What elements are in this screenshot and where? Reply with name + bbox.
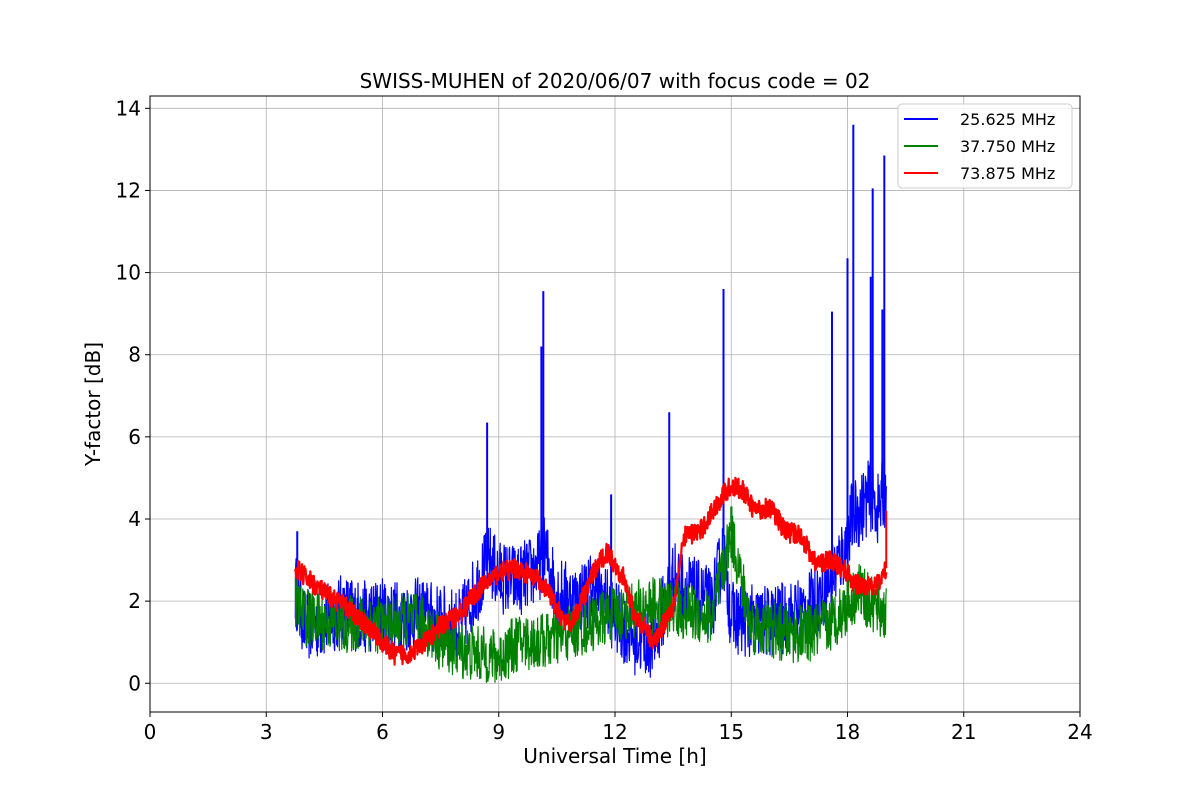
x-tick-label: 3 bbox=[260, 720, 273, 744]
x-tick-label: 24 bbox=[1067, 720, 1092, 744]
y-tick-label: 0 bbox=[128, 671, 141, 695]
legend-box bbox=[897, 103, 1073, 189]
y-ticks: 0 2 4 6 8 10 12 14 bbox=[116, 96, 150, 695]
legend-label: 73.875 MHz bbox=[960, 164, 1055, 183]
legend: 25.625 MHz 37.750 MHz 73.875 MHz bbox=[897, 103, 1073, 189]
y-tick-label: 8 bbox=[128, 343, 141, 367]
x-tick-label: 12 bbox=[602, 720, 627, 744]
y-tick-label: 4 bbox=[128, 507, 141, 531]
series-line bbox=[294, 506, 887, 683]
legend-label: 25.625 MHz bbox=[960, 110, 1055, 129]
y-tick-label: 6 bbox=[128, 425, 141, 449]
y-tick-label: 2 bbox=[128, 589, 141, 613]
series-layer bbox=[294, 124, 888, 683]
x-ticks: 0 3 6 9 12 15 18 21 24 bbox=[144, 712, 1093, 744]
chart-title: SWISS-MUHEN of 2020/06/07 with focus cod… bbox=[360, 69, 871, 93]
legend-label: 37.750 MHz bbox=[960, 137, 1055, 156]
y-tick-label: 12 bbox=[116, 178, 141, 202]
x-tick-label: 18 bbox=[835, 720, 860, 744]
y-axis-label: Y-factor [dB] bbox=[81, 342, 105, 467]
series-line bbox=[294, 476, 888, 666]
y-tick-label: 14 bbox=[116, 96, 141, 120]
y-tick-label: 10 bbox=[116, 261, 141, 285]
x-tick-label: 6 bbox=[376, 720, 389, 744]
x-tick-label: 9 bbox=[492, 720, 505, 744]
x-tick-label: 15 bbox=[719, 720, 744, 744]
x-axis-label: Universal Time [h] bbox=[523, 744, 706, 768]
series-73-875-mhz bbox=[294, 476, 888, 666]
x-tick-label: 21 bbox=[951, 720, 976, 744]
x-tick-label: 0 bbox=[144, 720, 157, 744]
